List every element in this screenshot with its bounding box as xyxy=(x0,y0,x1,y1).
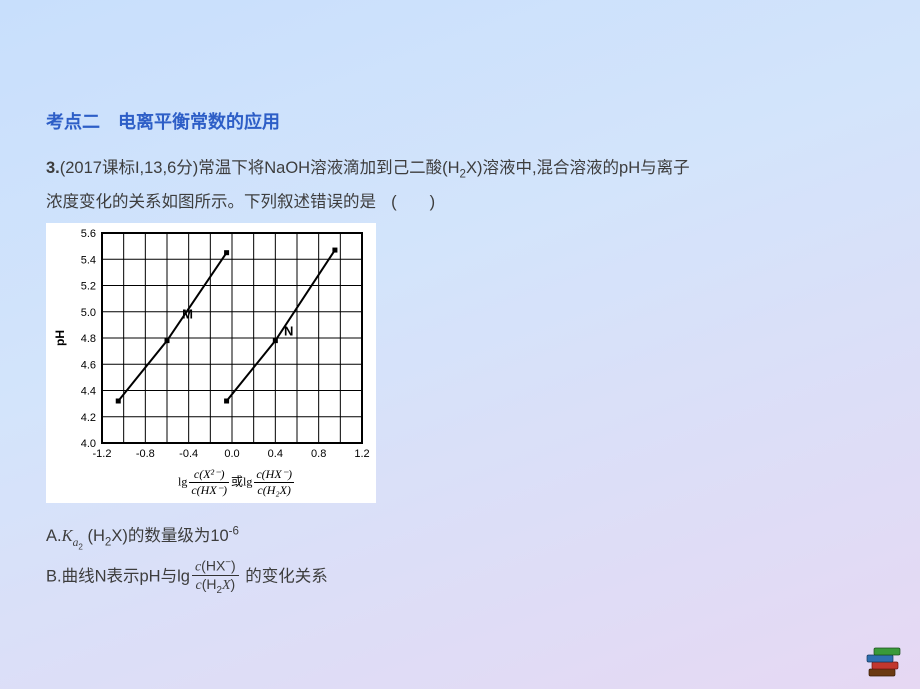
option-b: B.曲线N表示pH与lgc(HX−)c(H2X) 的变化关系 xyxy=(46,557,874,597)
books-icon xyxy=(864,645,910,683)
opt-a-h2x-open: (H xyxy=(83,527,105,545)
option-a: A.Ka2 (H2X)的数量级为10-6 xyxy=(46,517,874,556)
question-number: 3. xyxy=(46,159,60,177)
question-text: 3.(2017课标I,13,6分)常温下将NaOH溶液滴加到己二酸(H2X)溶液… xyxy=(46,152,874,186)
svg-text:pH: pH xyxy=(53,330,67,346)
opt-b-fraction: c(HX−)c(H2X) xyxy=(192,557,239,597)
q-body-2: X)溶液中,混合溶液的pH与离子 xyxy=(466,159,690,177)
section-heading: 考点二 电离平衡常数的应用 xyxy=(46,108,874,134)
svg-text:4.8: 4.8 xyxy=(81,333,96,345)
svg-text:4.4: 4.4 xyxy=(81,386,96,398)
opt-b-text1: 曲线N表示pH与lg xyxy=(62,567,190,585)
q-line2-body: 浓度变化的关系如图所示。下列叙述错误的是 xyxy=(46,193,376,211)
opt-a-asub: a2 xyxy=(73,537,83,549)
opt-a-prefix: A. xyxy=(46,527,62,545)
opt-a-h2x-close: X)的数量级为10 xyxy=(111,527,228,545)
options-block: A.Ka2 (H2X)的数量级为10-6 B.曲线N表示pH与lgc(HX−)c… xyxy=(46,517,874,596)
fnum-body: (HX xyxy=(201,557,225,573)
fden-close: ) xyxy=(231,576,236,592)
svg-text:-0.4: -0.4 xyxy=(179,448,198,460)
question-text-line2: 浓度变化的关系如图所示。下列叙述错误的是 ( ) xyxy=(46,186,874,219)
svg-text:5.0: 5.0 xyxy=(81,307,96,319)
svg-text:M: M xyxy=(182,307,193,322)
svg-text:0.8: 0.8 xyxy=(311,448,326,460)
svg-text:0.4: 0.4 xyxy=(268,448,283,460)
svg-text:1.2: 1.2 xyxy=(354,448,369,460)
q-body-1: 常温下将NaOH溶液滴加到己二酸(H xyxy=(198,159,459,177)
svg-text:5.2: 5.2 xyxy=(81,281,96,293)
answer-blank: ( ) xyxy=(385,186,441,219)
opt-b-text2: 的变化关系 xyxy=(241,567,328,585)
ph-chart: 4.04.24.44.64.85.05.25.45.6-1.2-0.8-0.40… xyxy=(46,223,376,503)
svg-text:5.6: 5.6 xyxy=(81,228,96,240)
chart-container: 4.04.24.44.64.85.05.25.45.6-1.2-0.8-0.40… xyxy=(46,223,874,503)
svg-text:-0.8: -0.8 xyxy=(136,448,155,460)
fden-body: (H xyxy=(202,576,217,592)
svg-text:N: N xyxy=(284,324,293,339)
opt-b-prefix: B. xyxy=(46,567,62,585)
svg-text:4.2: 4.2 xyxy=(81,412,96,424)
svg-text:4.6: 4.6 xyxy=(81,360,96,372)
opt-a-exp: -6 xyxy=(229,526,239,538)
opt-a-K: K xyxy=(62,526,73,545)
fden-X: X xyxy=(222,578,231,593)
svg-text:-1.2: -1.2 xyxy=(93,448,112,460)
fnum-close: ) xyxy=(231,557,236,573)
svg-text:5.4: 5.4 xyxy=(81,255,96,267)
question-source: (2017课标I,13,6分) xyxy=(60,159,198,177)
svg-text:0.0: 0.0 xyxy=(224,448,239,460)
